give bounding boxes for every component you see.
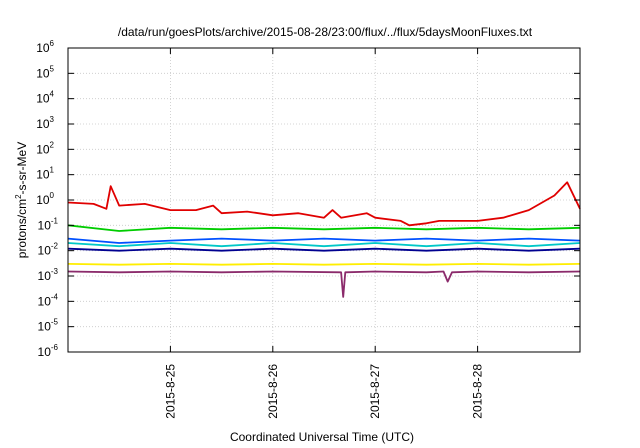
y-tick-label: 10-1 xyxy=(38,216,59,232)
x-tick-label: 2015-8-25 xyxy=(163,364,177,419)
x-tick-labels: 2015-8-25 2015-8-26 2015-8-27 2015-8-28 xyxy=(163,364,484,419)
y-tick-label: 101 xyxy=(36,166,54,182)
y-tick-label: 10-2 xyxy=(38,242,59,258)
y-axis-label-suffix: -s-sr-MeV xyxy=(15,142,29,195)
x-tick-label: 2015-8-27 xyxy=(368,364,382,419)
y-tick-label: 104 xyxy=(36,90,54,106)
series-line xyxy=(67,237,581,244)
grid xyxy=(68,48,580,352)
chart-title: /data/run/goesPlots/archive/2015-08-28/2… xyxy=(118,25,533,39)
axes xyxy=(67,47,581,353)
y-tick-labels: 106 105 104 103 102 101 100 10-1 10-2 10-3 10-4 10-… xyxy=(36,39,58,359)
series-line xyxy=(67,224,581,232)
y-axis-label-sup: 2 xyxy=(14,194,23,199)
y-tick-label: 103 xyxy=(36,115,54,131)
x-tick-label: 2015-8-26 xyxy=(266,364,280,419)
y-tick-label: 10-6 xyxy=(38,343,59,359)
series-line xyxy=(67,262,581,266)
series-line xyxy=(67,270,581,298)
series-line xyxy=(67,247,581,252)
y-axis-label-prefix: protons/cm xyxy=(15,199,29,258)
x-axis-label: Coordinated Universal Time (UTC) xyxy=(230,430,414,444)
y-tick-label: 100 xyxy=(36,191,54,207)
y-tick-label: 105 xyxy=(36,64,54,80)
y-tick-label: 106 xyxy=(36,39,54,55)
x-tick-label: 2015-8-28 xyxy=(471,364,485,419)
y-tick-label: 10-3 xyxy=(38,267,59,283)
series-line xyxy=(67,181,581,227)
y-tick-label: 102 xyxy=(36,140,54,156)
series-line xyxy=(67,242,581,248)
y-axis-label: protons/cm2-s-sr-MeV xyxy=(14,142,29,258)
y-tick-label: 10-4 xyxy=(38,292,59,308)
series-group xyxy=(67,181,581,298)
y-tick-label: 10-5 xyxy=(38,318,59,334)
